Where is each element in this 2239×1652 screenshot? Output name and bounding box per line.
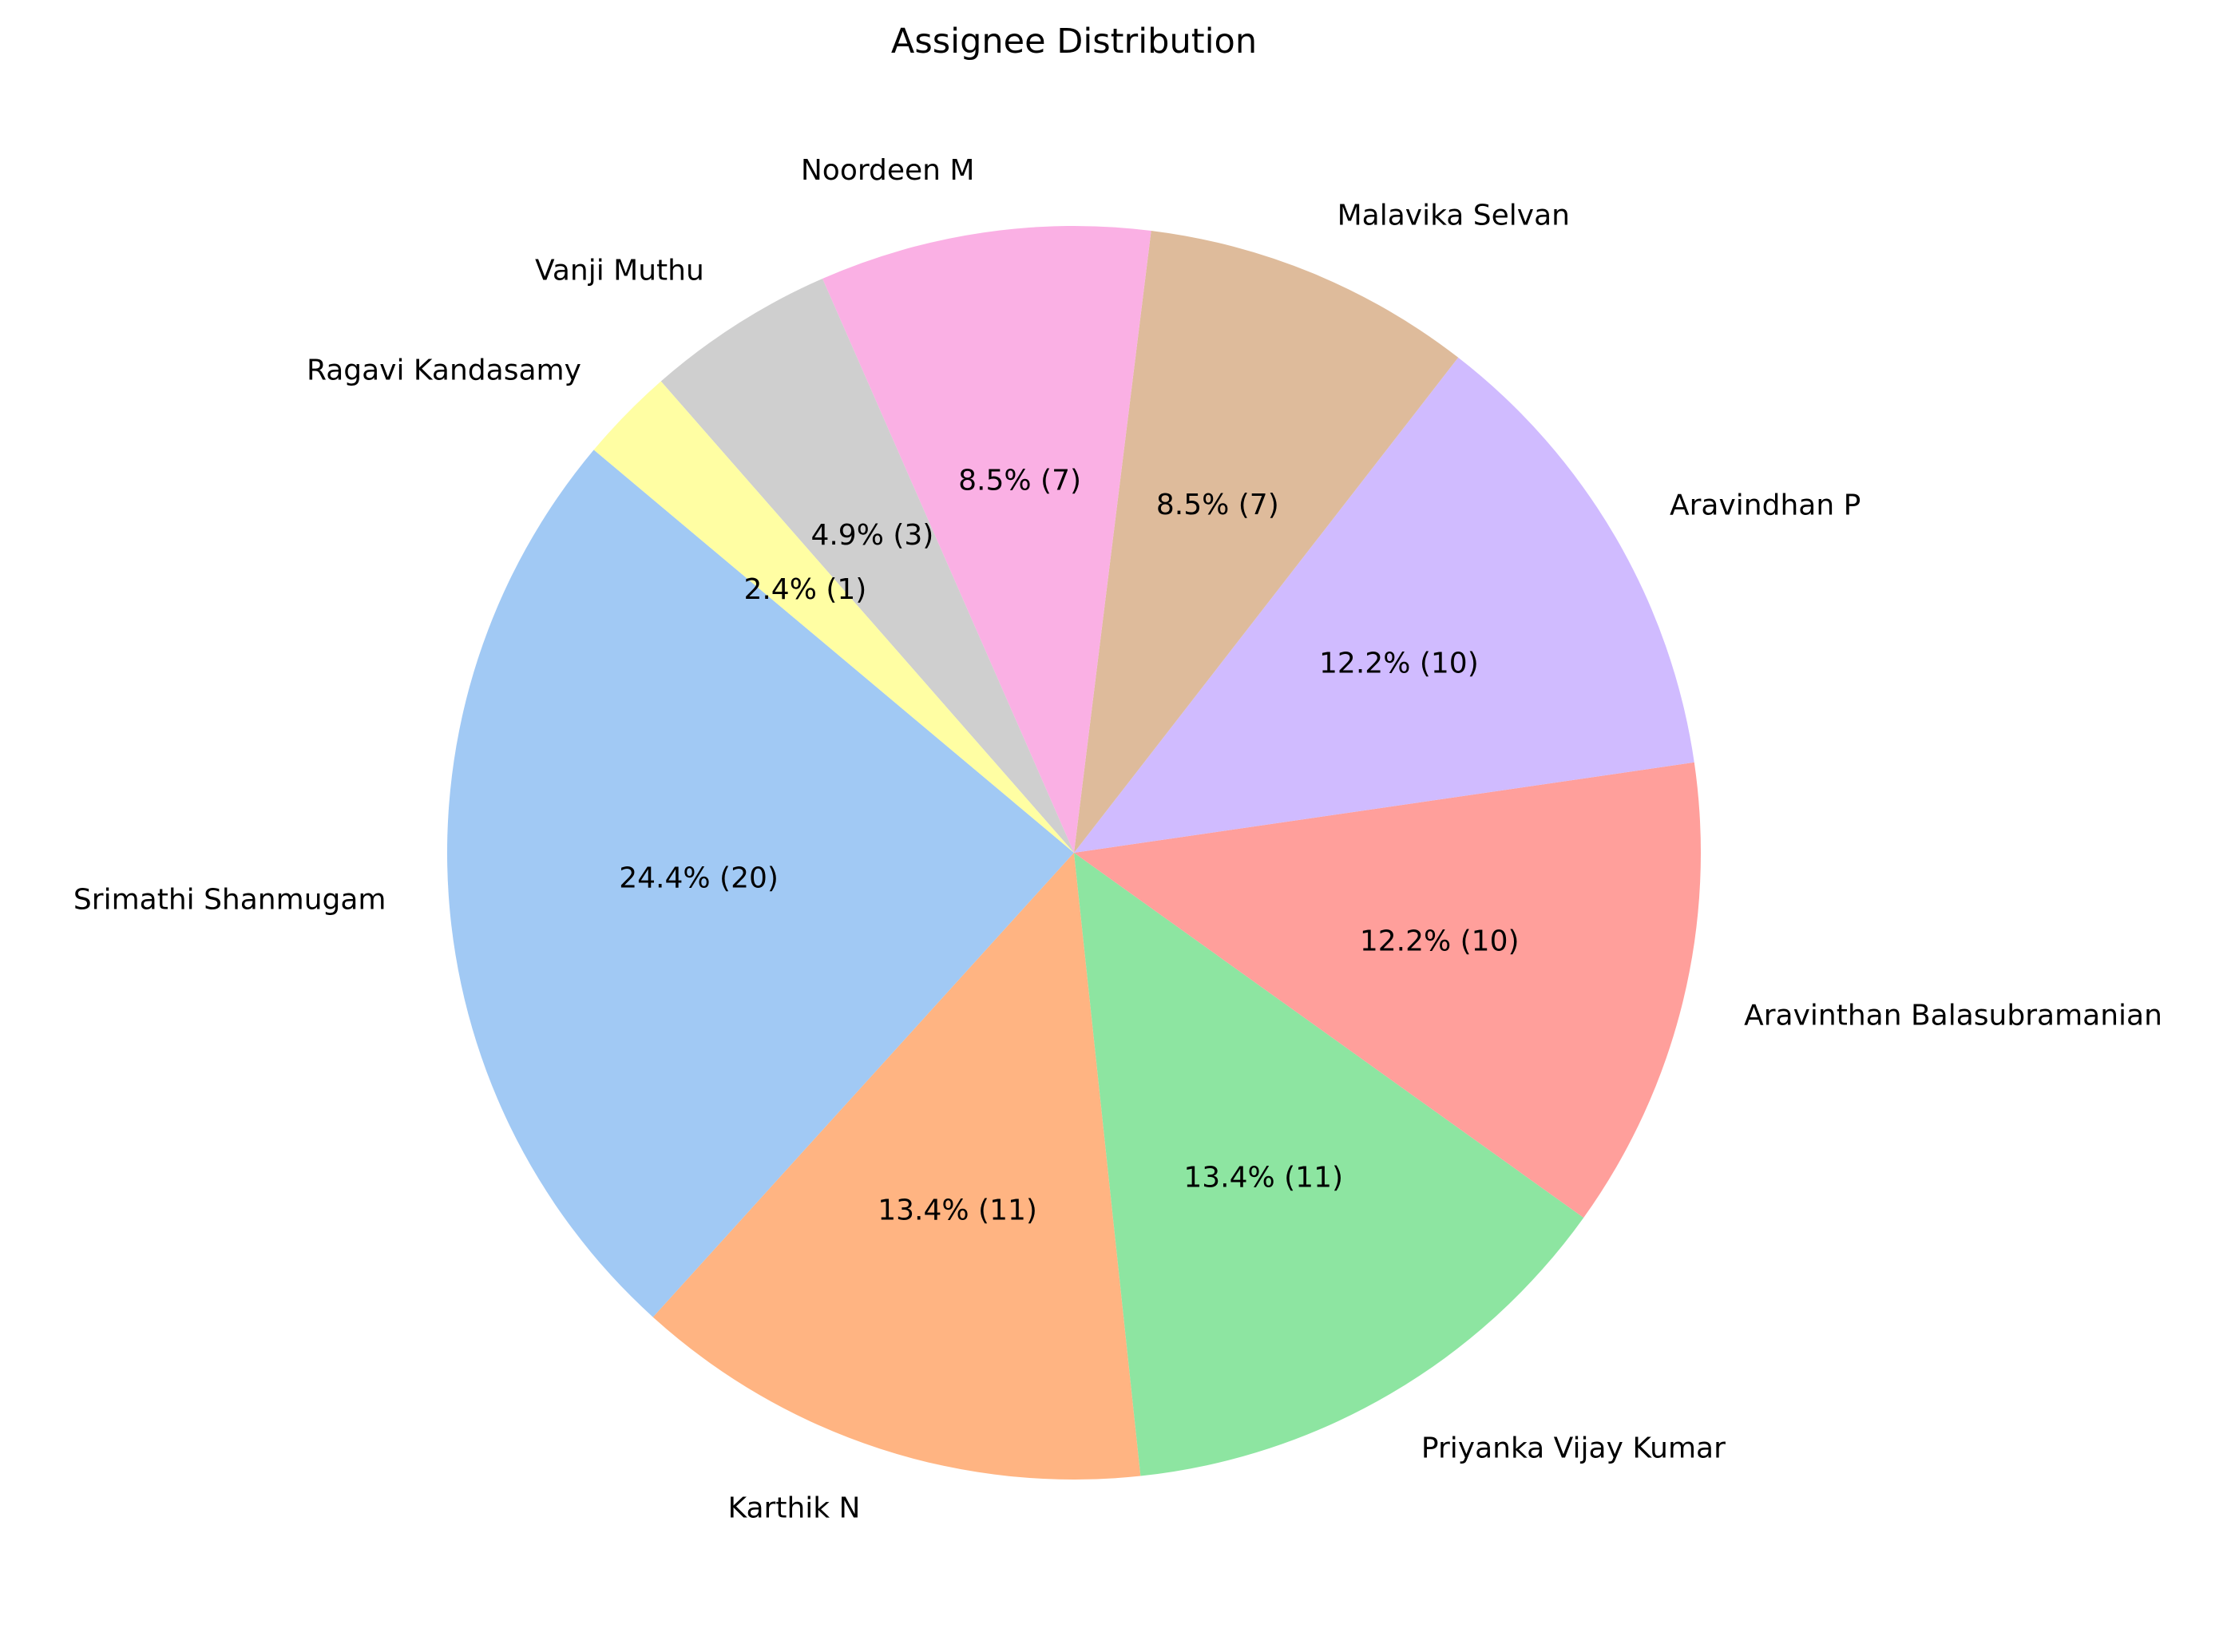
slice-label-karthik-n: Karthik N bbox=[728, 1492, 861, 1525]
slice-label-vanji-muthu: Vanji Muthu bbox=[535, 255, 704, 287]
pie-slice-ragavi-kandasamy bbox=[593, 381, 1074, 853]
pie-slice-srimathi-shanmugam bbox=[447, 450, 1074, 1317]
pie-slice-aravindhan-p bbox=[1074, 357, 1694, 853]
pie-slices bbox=[447, 225, 1701, 1480]
slice-percent-vanji-muthu: 4.9% (3) bbox=[810, 519, 933, 552]
slice-percent-malavika-selvan: 8.5% (7) bbox=[1156, 489, 1279, 521]
slice-percent-noordeen-m: 8.5% (7) bbox=[958, 464, 1081, 497]
slice-percent-srimathi-shanmugam: 24.4% (20) bbox=[619, 862, 779, 895]
slice-percent-aravinthan-balasubramanian: 12.2% (10) bbox=[1360, 925, 1520, 958]
slice-label-srimathi-shanmugam: Srimathi Shanmugam bbox=[73, 883, 386, 916]
slice-label-malavika-selvan: Malavika Selvan bbox=[1337, 199, 1570, 232]
slice-label-ragavi-kandasamy: Ragavi Kandasamy bbox=[307, 354, 581, 386]
pie-slice-vanji-muthu bbox=[660, 278, 1074, 854]
slice-label-priyanka-vijay-kumar: Priyanka Vijay Kumar bbox=[1421, 1432, 1726, 1465]
chart-title: Assignee Distribution bbox=[891, 22, 1257, 61]
pie-slice-karthik-n bbox=[652, 853, 1141, 1480]
pie-slice-noordeen-m bbox=[822, 225, 1151, 853]
pie-slice-aravinthan-balasubramanian bbox=[1074, 762, 1701, 1218]
pie-slice-priyanka-vijay-kumar bbox=[1074, 853, 1584, 1476]
slice-percent-aravindhan-p: 12.2% (10) bbox=[1319, 647, 1479, 679]
slice-percent-ragavi-kandasamy: 2.4% (1) bbox=[743, 573, 866, 606]
slice-percent-priyanka-vijay-kumar: 13.4% (11) bbox=[1183, 1161, 1343, 1194]
slice-label-aravinthan-balasubramanian: Aravinthan Balasubramanian bbox=[1744, 999, 2162, 1032]
slice-label-aravindhan-p: Aravindhan P bbox=[1670, 489, 1861, 522]
slice-label-noordeen-m: Noordeen M bbox=[801, 154, 975, 187]
pie-labels: Srimathi Shanmugam 24.4% (20) Karthik N 13.… bbox=[73, 154, 2162, 1525]
slice-percent-karthik-n: 13.4% (11) bbox=[878, 1194, 1037, 1226]
pie-slice-malavika-selvan bbox=[1074, 230, 1459, 854]
